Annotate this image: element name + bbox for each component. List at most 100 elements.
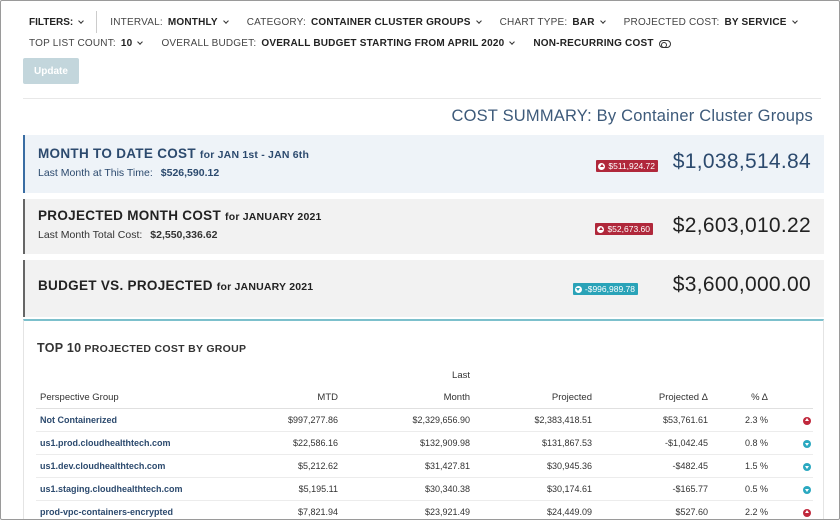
pct-delta-cell: 0.5 % [708, 477, 768, 501]
chart-type-dropdown[interactable]: CHART TYPE: BAR [500, 16, 606, 28]
last-month-cell: $23,921.49 [338, 500, 470, 519]
projected-cell: $131,867.53 [470, 431, 592, 455]
projected-cell: $2,383,418.51 [470, 408, 592, 432]
group-link[interactable]: us1.dev.cloudhealthtech.com [36, 454, 226, 478]
delta-badge: $511,924.72 [596, 160, 658, 172]
arrow-up-icon [803, 416, 811, 425]
table-row: us1.staging.cloudhealthtech.com $5,195.11… [36, 477, 813, 501]
mtd-cell: $5,212.62 [226, 454, 338, 478]
group-link[interactable]: us1.prod.cloudhealthtech.com [36, 431, 226, 455]
last-month-cell: $132,909.98 [338, 431, 470, 455]
chevron-down-icon [222, 17, 229, 24]
chevron-down-icon [791, 17, 798, 24]
table-row: prod-vpc-containers-encrypted $7,821.94 $2… [36, 500, 813, 519]
trend-indicator [768, 408, 813, 432]
delta-value: $511,924.72 [608, 161, 655, 171]
filter-bar-row-2: TOP LIST COUNT: 10 OVERALL BUDGET: OVERA… [29, 38, 671, 49]
chevron-down-icon [509, 39, 516, 45]
column-header-projected-delta[interactable]: Projected Δ [592, 370, 708, 409]
card-title: MONTH TO DATE COST for JAN 1st - JAN 6th [38, 146, 309, 161]
delta-badge: $52,673.60 [595, 223, 653, 235]
card-amount: $2,603,010.22 [672, 214, 811, 237]
group-link[interactable]: prod-vpc-containers-encrypted [36, 500, 226, 519]
category-value: CONTAINER CLUSTER GROUPS [310, 16, 471, 28]
column-header-indicator [768, 370, 813, 409]
group-link[interactable]: us1.staging.cloudhealthtech.com [36, 477, 226, 501]
card-amount: $1,038,514.84 [672, 150, 811, 173]
table-row: us1.prod.cloudhealthtech.com $22,586.16 $1… [36, 431, 813, 455]
card-title: BUDGET VS. PROJECTED for JANUARY 2021 [38, 278, 313, 293]
last-month-cell: $30,340.38 [338, 477, 470, 501]
last-month-line2: Month [443, 392, 470, 403]
delta-value: $52,673.60 [607, 224, 650, 234]
top-groups-panel: TOP 10 PROJECTED COST BY GROUP Perspectiv… [23, 319, 824, 519]
category-label: CATEGORY: [246, 16, 306, 28]
card-title: PROJECTED MONTH COST for JANUARY 2021 [38, 208, 322, 223]
projected-cell: $30,945.36 [470, 454, 592, 478]
comparison-label: Last Month Total Cost: [38, 229, 143, 241]
column-header-last-month[interactable]: Last Month [338, 370, 470, 409]
overall-budget-label: OVERALL BUDGET: [161, 38, 257, 49]
filter-divider [96, 11, 98, 33]
column-header-group[interactable]: Perspective Group [36, 370, 226, 409]
trend-indicator [768, 454, 813, 478]
top-list-count-dropdown[interactable]: TOP LIST COUNT: 10 [29, 38, 144, 49]
interval-dropdown[interactable]: INTERVAL: MONTHLY [110, 16, 229, 28]
projected-delta-cell: $527.60 [592, 500, 708, 519]
filters-dropdown[interactable]: FILTERS: [29, 16, 85, 28]
top-list-count-label: TOP LIST COUNT: [29, 38, 116, 49]
update-button[interactable]: Update [23, 58, 79, 84]
column-header-pct-delta[interactable]: % Δ [708, 370, 768, 409]
trend-indicator [768, 431, 813, 455]
top-list-count-value: 10 [120, 38, 133, 49]
arrow-down-icon [803, 485, 811, 494]
projected-cost-value: BY SERVICE [724, 16, 787, 28]
pct-delta-cell: 0.8 % [708, 431, 768, 455]
delta-badge: -$996,989.78 [572, 283, 638, 295]
table-row: Not Containerized $997,277.86 $2,329,656.9… [36, 408, 813, 432]
comparison-value: $526,590.12 [160, 167, 220, 179]
card-title-text: PROJECTED MONTH COST [38, 208, 222, 223]
column-header-projected[interactable]: Projected [470, 370, 592, 409]
arrow-down-icon [803, 439, 811, 448]
card-comparison: Last Month Total Cost: $2,550,336.62 [38, 229, 217, 241]
arrow-down-icon [574, 285, 582, 293]
non-recurring-cost-toggle[interactable]: NON-RECURRING COST [533, 38, 671, 49]
overall-budget-dropdown[interactable]: OVERALL BUDGET: OVERALL BUDGET STARTING … [161, 38, 516, 49]
card-title-text: BUDGET VS. PROJECTED [38, 278, 213, 293]
arrow-down-icon [803, 462, 811, 471]
card-title-text: MONTH TO DATE COST [38, 146, 196, 161]
chart-type-value: BAR [572, 16, 595, 28]
mtd-cell: $22,586.16 [226, 431, 338, 455]
mtd-cell: $997,277.86 [226, 408, 338, 432]
trend-indicator [768, 477, 813, 501]
arrow-up-icon [597, 225, 605, 233]
column-header-mtd[interactable]: MTD [226, 370, 338, 409]
projected-cost-label: PROJECTED COST: [623, 16, 720, 28]
interval-value: MONTHLY [167, 16, 218, 28]
filters-label: FILTERS: [29, 16, 74, 28]
last-month-cell: $2,329,656.90 [338, 408, 470, 432]
projected-month-card: PROJECTED MONTH COST for JANUARY 2021 Las… [23, 199, 824, 254]
card-amount: $3,600,000.00 [672, 273, 811, 296]
mtd-cell: $5,195.11 [226, 477, 338, 501]
panel-title-small: PROJECTED COST BY GROUP [84, 343, 247, 355]
chevron-down-icon [599, 17, 606, 24]
pct-delta-cell: 1.5 % [708, 454, 768, 478]
arrow-up-icon [598, 162, 606, 170]
filter-bar-row-1: FILTERS: INTERVAL: MONTHLY CATEGORY: CON… [29, 11, 798, 33]
group-link[interactable]: Not Containerized [36, 408, 226, 432]
comparison-value: $2,550,336.62 [150, 229, 218, 241]
card-comparison: Last Month at This Time: $526,590.12 [38, 167, 219, 179]
table-row: us1.dev.cloudhealthtech.com $5,212.62 $31,… [36, 454, 813, 478]
last-month-cell: $31,427.81 [338, 454, 470, 478]
category-dropdown[interactable]: CATEGORY: CONTAINER CLUSTER GROUPS [246, 16, 482, 28]
projected-delta-cell: -$165.77 [592, 477, 708, 501]
projected-cost-dropdown[interactable]: PROJECTED COST: BY SERVICE [623, 16, 798, 28]
pct-delta-cell: 2.2 % [708, 500, 768, 519]
trend-indicator [768, 500, 813, 519]
chevron-down-icon [137, 39, 144, 45]
card-period: for JANUARY 2021 [225, 211, 322, 223]
panel-title: TOP 10 PROJECTED COST BY GROUP [37, 341, 246, 355]
